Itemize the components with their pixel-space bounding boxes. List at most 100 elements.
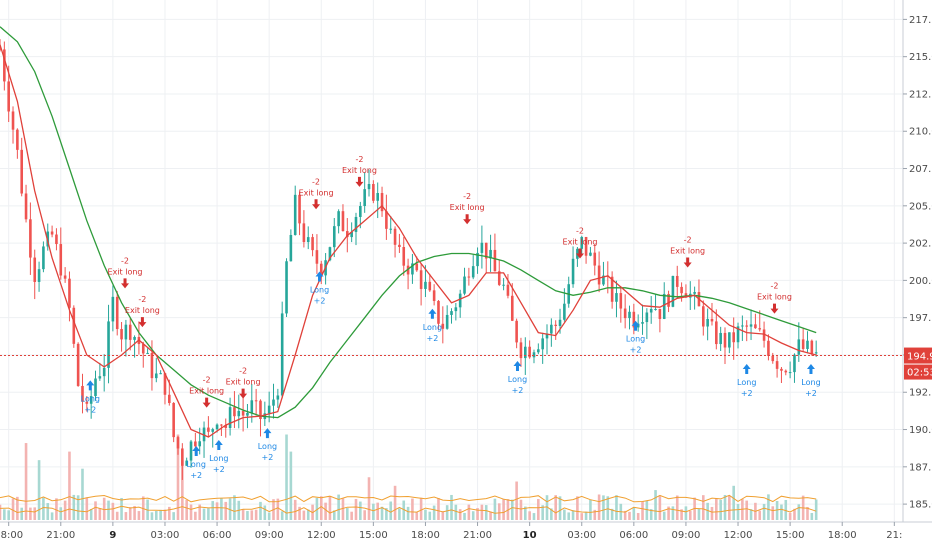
- candle-body: [163, 373, 167, 395]
- time-axis[interactable]: 18:00 21:00 9 03:00 06:00 09:00 12:00 15:00 18:0…: [0, 521, 932, 541]
- candle-body: [510, 295, 514, 321]
- long-signal-label: Long: [310, 285, 329, 294]
- candle-body: [675, 275, 679, 287]
- volume-bar: [606, 496, 610, 520]
- exit-signal-label: Exit long: [226, 378, 261, 387]
- candle-body: [801, 339, 805, 349]
- volume-bar: [168, 506, 171, 520]
- candle-body: [519, 342, 523, 359]
- candle-body: [306, 237, 310, 243]
- price-tick-label: 185.00: [909, 500, 932, 511]
- volume-bar: [684, 506, 688, 520]
- candle-body: [484, 242, 488, 259]
- volume-bar: [454, 504, 458, 520]
- candle-body: [154, 373, 158, 379]
- candle-body: [315, 250, 319, 264]
- exit-signal-qty: -2: [771, 282, 779, 291]
- candle-body: [267, 405, 271, 414]
- volume-bar: [133, 505, 136, 520]
- candle-body: [176, 437, 180, 449]
- exit-arrow-icon: [239, 388, 248, 399]
- volume-bar: [432, 505, 436, 520]
- candle-body: [775, 361, 779, 369]
- volume-bar: [46, 503, 50, 520]
- candle-body: [250, 400, 254, 413]
- candle-body: [628, 311, 631, 319]
- price-axis[interactable]: 217.50 215.00 212.50 210.00 207.50 205.00 202.…: [902, 0, 932, 522]
- candle-body: [610, 276, 614, 302]
- volume-bar: [3, 509, 6, 520]
- candle-body: [107, 321, 110, 368]
- volume-bar: [76, 495, 80, 520]
- volume-bar: [107, 500, 110, 520]
- candle-body: [115, 296, 119, 330]
- volume-bar: [602, 495, 605, 520]
- volume-bar: [363, 510, 366, 520]
- volume-bar: [402, 500, 406, 520]
- time-tick-label: 09:00: [255, 530, 284, 541]
- long-arrow-icon: [631, 320, 640, 331]
- volume-bar: [723, 494, 727, 520]
- candle-body: [814, 352, 818, 354]
- candle-body: [419, 270, 423, 289]
- price-tick-label: 210.00: [909, 127, 932, 138]
- exit-arrow-icon: [576, 248, 585, 259]
- volume-bar: [72, 494, 76, 520]
- volume-bar: [710, 506, 714, 520]
- volume-bar: [567, 512, 571, 520]
- candle-body: [224, 425, 228, 428]
- candle-body: [393, 228, 397, 245]
- volume-bar: [793, 508, 796, 520]
- long-arrow-icon: [86, 380, 95, 391]
- long-signal-label: Long: [508, 375, 527, 384]
- candle-body: [758, 328, 762, 330]
- candle-body: [497, 271, 501, 285]
- volume-bar: [593, 509, 597, 520]
- volume-bar: [194, 511, 197, 520]
- volume-bar: [471, 511, 475, 520]
- volume-bar: [29, 507, 32, 520]
- long-signal-qty: +2: [262, 453, 274, 462]
- volume-bar: [636, 513, 640, 520]
- time-tick-label: 15:00: [359, 530, 388, 541]
- exit-arrow-icon: [202, 397, 211, 408]
- candle-body: [42, 246, 45, 270]
- volume-bar: [137, 511, 141, 520]
- volume-bar: [376, 502, 379, 520]
- volume-bar: [441, 511, 445, 520]
- trade-signals: Long +2 Exit long -2 Exit long -2 Long +2 Exit l…: [81, 155, 821, 480]
- candle-body: [658, 308, 662, 319]
- volume-bar: [37, 460, 41, 520]
- last-price-label: 194.96: [907, 352, 932, 363]
- volume-bar: [24, 443, 28, 520]
- volume-bar: [306, 509, 310, 520]
- volume-bar: [762, 503, 766, 520]
- candle-body: [159, 373, 162, 375]
- candle-body: [285, 261, 288, 314]
- volume-bar: [688, 510, 692, 520]
- candle-body: [85, 401, 89, 404]
- volume-bar: [675, 495, 679, 520]
- candle-body: [189, 441, 193, 461]
- candle-body: [89, 396, 93, 404]
- last-price-tags: 194.96 02:53: [904, 347, 932, 380]
- price-tick-label: 202.50: [909, 239, 932, 250]
- volume-bar: [450, 494, 453, 520]
- exit-arrow-icon: [312, 199, 321, 210]
- volume-bar: [524, 506, 527, 520]
- candle-body: [350, 231, 353, 238]
- long-signal-qty: +2: [314, 296, 326, 305]
- slow-ma-line: [0, 26, 817, 419]
- candle-body: [432, 290, 436, 301]
- volume-bar: [623, 510, 627, 520]
- candle-body: [59, 244, 63, 276]
- time-tick-label: 9: [109, 530, 116, 541]
- long-signal-label: Long: [258, 442, 277, 451]
- volume-bar: [150, 512, 154, 520]
- candle-body: [241, 410, 245, 416]
- volume-bar: [7, 510, 10, 520]
- time-tick-label: 10: [523, 530, 537, 541]
- candle-body: [346, 231, 349, 238]
